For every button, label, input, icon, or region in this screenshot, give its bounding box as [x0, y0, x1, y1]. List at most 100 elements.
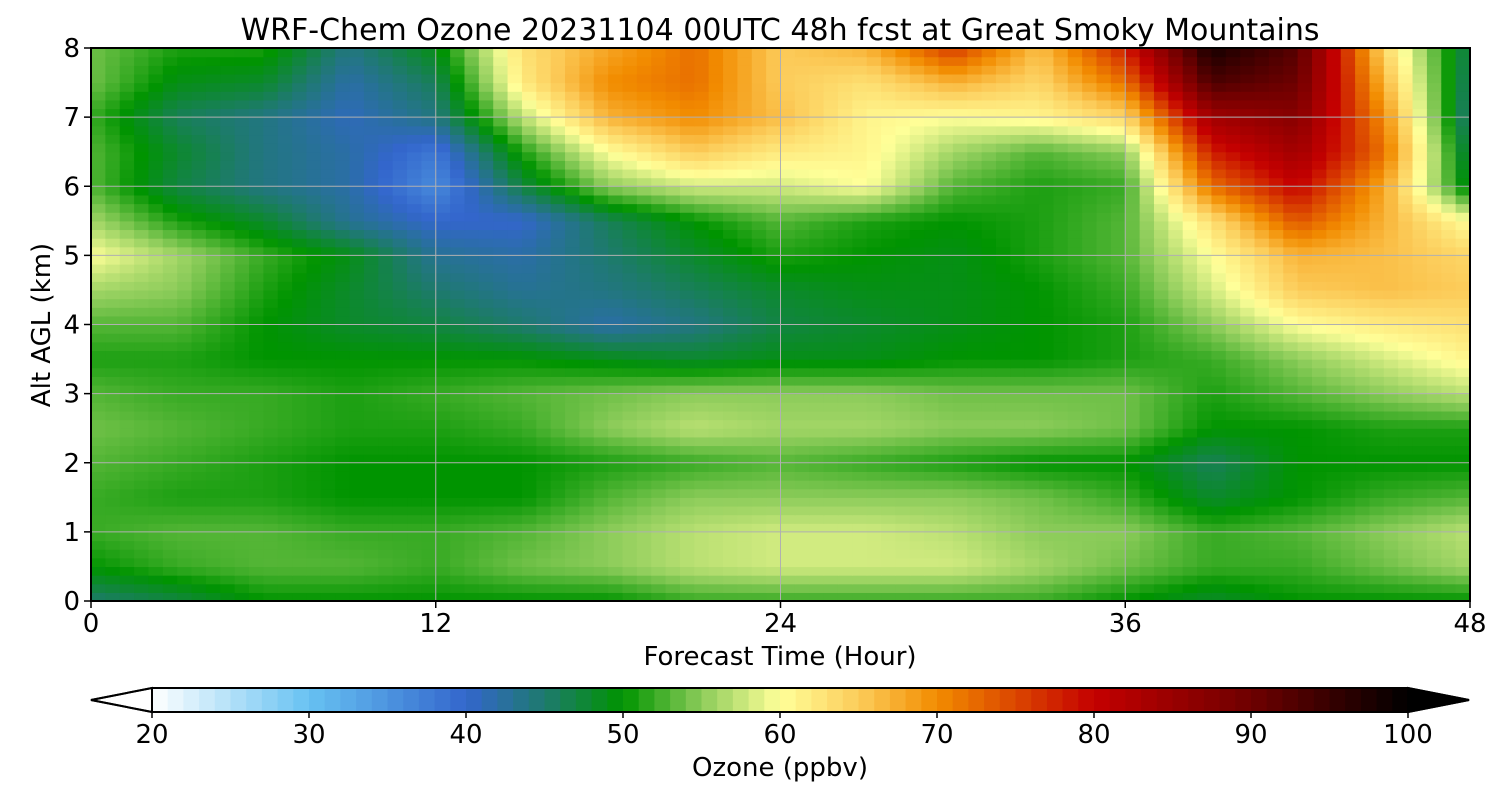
heatmap-cell: [1340, 212, 1356, 222]
heatmap-cell: [521, 333, 537, 343]
heatmap-cell: [421, 514, 437, 524]
heatmap-cell: [766, 350, 782, 360]
heatmap-cell: [521, 341, 537, 352]
heatmap-cell: [363, 315, 379, 326]
heatmap-cell: [981, 238, 997, 248]
heatmap-cell: [493, 488, 509, 498]
heatmap-cell: [1268, 462, 1284, 472]
heatmap-cell: [1225, 549, 1241, 559]
heatmap-cell: [708, 557, 724, 568]
heatmap-cell: [1340, 488, 1356, 498]
heatmap-cell: [1153, 168, 1169, 179]
heatmap-cell: [392, 592, 408, 602]
heatmap-cell: [392, 471, 408, 481]
heatmap-cell: [134, 168, 150, 179]
heatmap-cell: [263, 281, 279, 291]
heatmap-cell: [909, 540, 925, 550]
heatmap-cell: [1053, 410, 1069, 421]
heatmap-cell: [148, 523, 164, 533]
heatmap-cell: [1168, 471, 1184, 481]
heatmap-cell: [952, 255, 968, 265]
heatmap-cell: [694, 220, 710, 231]
heatmap-cell: [694, 281, 710, 291]
heatmap-cell: [780, 436, 796, 447]
heatmap-cell: [1096, 324, 1112, 334]
heatmap-cell: [521, 160, 537, 170]
heatmap-cell: [450, 359, 466, 369]
heatmap-cell: [708, 350, 724, 360]
heatmap-cell: [1168, 436, 1184, 447]
heatmap-cell: [1398, 436, 1414, 447]
heatmap-cell: [191, 462, 207, 472]
heatmap-cell: [363, 307, 379, 317]
heatmap-cell: [723, 436, 738, 447]
heatmap-cell: [909, 592, 925, 602]
heatmap-cell: [694, 445, 710, 455]
heatmap-cell: [837, 480, 853, 490]
heatmap-cell: [191, 583, 207, 593]
heatmap-cell: [636, 445, 652, 455]
heatmap-cell: [1182, 264, 1198, 274]
heatmap-cell: [205, 264, 221, 274]
heatmap-cell: [651, 419, 667, 429]
heatmap-cell: [263, 255, 279, 265]
heatmap-cell: [435, 341, 451, 352]
heatmap-cell: [1383, 350, 1399, 360]
heatmap-cell: [134, 376, 150, 386]
heatmap-cell: [794, 194, 810, 205]
heatmap-cell: [550, 540, 566, 550]
heatmap-cell: [1355, 264, 1371, 274]
heatmap-cell: [636, 151, 652, 161]
heatmap-cell: [91, 376, 106, 386]
heatmap-cell: [665, 238, 681, 248]
heatmap-cell: [536, 359, 552, 369]
heatmap-cell: [349, 238, 365, 248]
heatmap-cell: [1426, 203, 1442, 213]
heatmap-cell: [866, 212, 882, 222]
heatmap-cell: [191, 471, 207, 481]
heatmap-cell: [837, 246, 853, 256]
heatmap-cell: [866, 505, 882, 516]
heatmap-cell: [694, 523, 710, 533]
heatmap-cell: [306, 307, 322, 317]
heatmap-cell: [1225, 238, 1241, 248]
heatmap-cell: [105, 264, 121, 274]
heatmap-cell: [1082, 315, 1098, 326]
heatmap-cell: [162, 264, 178, 274]
heatmap-cell: [464, 480, 480, 490]
heatmap-cell: [938, 566, 954, 576]
heatmap-cell: [837, 350, 853, 360]
heatmap-cell: [1110, 514, 1126, 524]
heatmap-cell: [349, 151, 365, 161]
heatmap-cell: [263, 402, 279, 412]
heatmap-cell: [1153, 488, 1169, 498]
heatmap-cell: [191, 376, 207, 386]
heatmap-cell: [1240, 454, 1256, 464]
heatmap-cell: [636, 531, 652, 542]
heatmap-cell: [1254, 350, 1270, 360]
heatmap-cell: [837, 359, 853, 369]
heatmap-cell: [1053, 298, 1069, 308]
heatmap-cell: [1139, 238, 1155, 248]
heatmap-cell: [292, 480, 308, 490]
heatmap-cell: [435, 281, 451, 291]
heatmap-cell: [363, 480, 379, 490]
heatmap-cell: [622, 177, 638, 187]
heatmap-cell: [450, 177, 466, 187]
heatmap-cell: [622, 194, 638, 205]
heatmap-cell: [1096, 298, 1112, 308]
heatmap-cell: [320, 307, 336, 317]
heatmap-cell: [1426, 454, 1442, 464]
heatmap-cell: [1340, 575, 1356, 585]
heatmap-cell: [593, 462, 609, 472]
heatmap-cell: [277, 549, 293, 559]
heatmap-cell: [1082, 264, 1098, 274]
heatmap-cell: [119, 246, 135, 256]
heatmap-cell: [1139, 298, 1155, 308]
heatmap-cell: [866, 220, 882, 231]
heatmap-cell: [1039, 497, 1055, 507]
heatmap-cell: [1455, 505, 1471, 516]
heatmap-cell: [1441, 410, 1457, 421]
heatmap-cell: [1153, 471, 1169, 481]
heatmap-cell: [550, 384, 566, 395]
